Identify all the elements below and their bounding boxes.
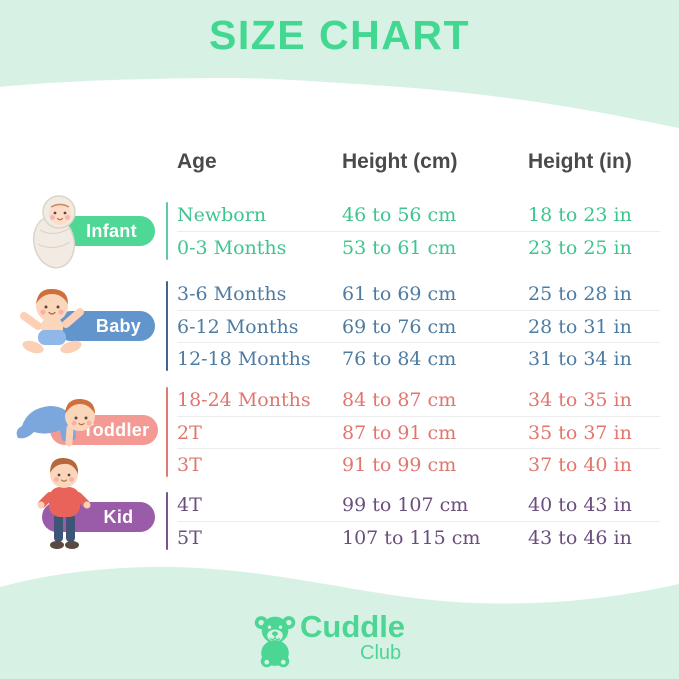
table-row: 6-12 Months 69 to 76 cm 28 to 31 in — [177, 310, 660, 342]
teddy-bear-icon — [254, 616, 296, 668]
column-header-height-in: Height (in) — [528, 150, 632, 173]
infant-group-bar — [166, 202, 168, 260]
column-header-height-cm: Height (cm) — [342, 150, 458, 173]
toddler-group-bar — [166, 387, 168, 477]
height-in-cell: 18 to 23 in — [528, 204, 632, 226]
height-cm-cell: 84 to 87 cm — [342, 389, 457, 411]
height-cm-cell: 87 to 91 cm — [342, 421, 457, 444]
age-cell: 12-18 Months — [177, 347, 311, 370]
age-cell: 4T — [177, 494, 202, 516]
kid-group-bar — [166, 492, 168, 550]
height-in-cell: 25 to 28 in — [528, 283, 632, 305]
table-row: 4T 99 to 107 cm 40 to 43 in — [177, 489, 660, 521]
height-in-cell: 43 to 46 in — [528, 526, 632, 549]
height-cm-cell: 76 to 84 cm — [342, 347, 457, 370]
age-cell: 0-3 Months — [177, 236, 287, 259]
height-cm-cell: 99 to 107 cm — [342, 494, 469, 516]
height-in-cell: 37 to 40 in — [528, 453, 632, 476]
age-cell: 18-24 Months — [177, 389, 311, 411]
baby-group-bar — [166, 281, 168, 371]
group-infant: Newborn 46 to 56 cm 18 to 23 in 0-3 Mont… — [166, 199, 660, 263]
height-in-cell: 28 to 31 in — [528, 315, 632, 338]
brand-name: Cuddle — [300, 609, 406, 644]
table-row: 2T 87 to 91 cm 35 to 37 in — [177, 416, 660, 448]
table-row: 5T 107 to 115 cm 43 to 46 in — [177, 521, 660, 553]
height-in-cell: 23 to 25 in — [528, 236, 632, 259]
height-in-cell: 34 to 35 in — [528, 389, 632, 411]
table-row: 3T 91 to 99 cm 37 to 40 in — [177, 448, 660, 480]
height-cm-cell: 107 to 115 cm — [342, 526, 481, 549]
table-row: 18-24 Months 84 to 87 cm 34 to 35 in — [177, 384, 660, 416]
age-cell: 5T — [177, 526, 202, 549]
age-cell: Newborn — [177, 204, 267, 226]
group-baby: 3-6 Months 61 to 69 cm 25 to 28 in 6-12 … — [166, 278, 660, 374]
brand-suffix: Club — [360, 642, 402, 664]
swaddled-infant-icon — [32, 195, 76, 269]
crawling-toddler-icon — [16, 398, 95, 447]
table-row: 0-3 Months 53 to 61 cm 23 to 25 in — [177, 231, 660, 263]
age-cell: 2T — [177, 421, 202, 444]
group-toddler: 18-24 Months 84 to 87 cm 34 to 35 in 2T … — [166, 384, 660, 480]
table-row: 12-18 Months 76 to 84 cm 31 to 34 in — [177, 342, 660, 374]
table-row: Newborn 46 to 56 cm 18 to 23 in — [177, 199, 660, 231]
age-cell: 3-6 Months — [177, 283, 287, 305]
height-cm-cell: 53 to 61 cm — [342, 236, 457, 259]
height-cm-cell: 46 to 56 cm — [342, 204, 457, 226]
height-in-cell: 35 to 37 in — [528, 421, 632, 444]
column-header-age: Age — [177, 150, 217, 173]
height-cm-cell: 91 to 99 cm — [342, 453, 457, 476]
age-cell: 6-12 Months — [177, 315, 299, 338]
table-header: Age Height (cm) Height (in) — [177, 150, 671, 180]
height-cm-cell: 69 to 76 cm — [342, 315, 457, 338]
sitting-baby-icon — [20, 288, 84, 354]
table-row: 3-6 Months 61 to 69 cm 25 to 28 in — [177, 278, 660, 310]
standing-kid-icon — [37, 457, 91, 549]
height-cm-cell: 61 to 69 cm — [342, 283, 457, 305]
page-title: SIZE CHART — [209, 12, 470, 58]
height-in-cell: 31 to 34 in — [528, 347, 632, 370]
age-cell: 3T — [177, 453, 202, 476]
baby-badge: Baby — [56, 311, 155, 341]
height-in-cell: 40 to 43 in — [528, 494, 632, 516]
group-kid: 4T 99 to 107 cm 40 to 43 in 5T 107 to 11… — [166, 489, 660, 553]
